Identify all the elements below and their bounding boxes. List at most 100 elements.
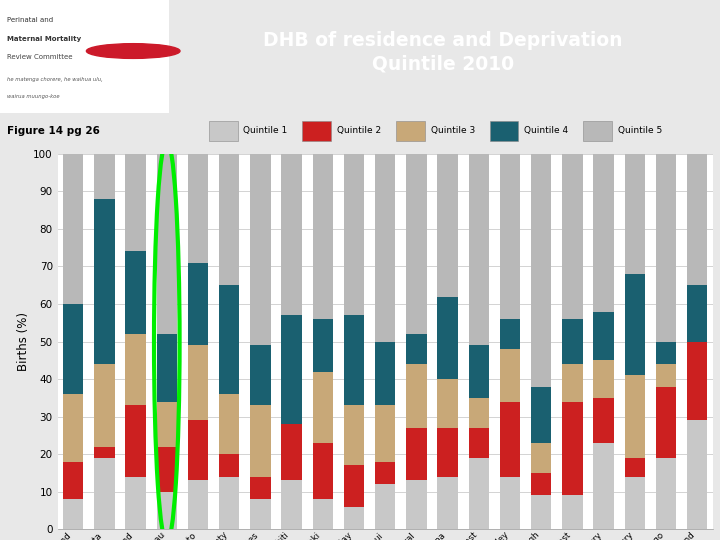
Bar [438,379,458,428]
Bar [157,154,177,334]
Bar [531,154,552,387]
Bar [562,364,582,402]
FancyBboxPatch shape [396,122,425,141]
Bar [406,428,426,481]
Bar [531,443,552,473]
Bar [219,285,239,394]
Bar [438,428,458,477]
Bar [593,312,613,360]
Bar [219,394,239,454]
Bar [188,481,208,529]
Text: wairua muungo-koe: wairua muungo-koe [7,94,60,99]
Bar [188,420,208,481]
Bar [375,342,395,406]
Bar [282,424,302,481]
Text: Quintile 2: Quintile 2 [337,126,381,136]
Bar [188,154,208,263]
Bar [406,154,426,334]
Bar [344,406,364,465]
Bar [469,154,489,345]
Bar [282,154,302,315]
Bar [593,398,613,443]
Bar [282,315,302,424]
Bar [219,477,239,529]
Bar [593,154,613,312]
Text: Quintile 5: Quintile 5 [618,126,662,136]
FancyBboxPatch shape [209,122,238,141]
Bar [562,319,582,364]
Bar [562,402,582,495]
Bar [625,458,645,477]
FancyBboxPatch shape [302,122,331,141]
Bar [157,402,177,447]
Bar [562,495,582,529]
Bar [500,154,520,319]
Bar [188,345,208,420]
Bar [125,406,145,477]
Bar [562,154,582,319]
Text: Quintile 1: Quintile 1 [243,126,287,136]
Bar [188,263,208,345]
Bar [687,342,707,420]
Bar [125,477,145,529]
Bar [500,319,520,349]
FancyBboxPatch shape [583,122,612,141]
Bar [63,394,84,462]
Text: Figure 14 pg 26: Figure 14 pg 26 [7,126,100,136]
Bar [469,428,489,458]
Bar [63,462,84,499]
Bar [656,342,676,364]
Text: Maternal Mortality: Maternal Mortality [7,36,81,42]
Bar [157,491,177,529]
Bar [625,477,645,529]
Circle shape [86,44,180,58]
Bar [312,443,333,499]
Bar [375,484,395,529]
Bar [157,334,177,402]
Bar [375,154,395,342]
Bar [219,454,239,477]
Bar [469,345,489,398]
Bar [94,447,114,458]
Bar [312,372,333,443]
FancyBboxPatch shape [490,122,518,141]
Bar [406,364,426,428]
Text: he matenga chorere, he waihua ulu,: he matenga chorere, he waihua ulu, [7,77,103,82]
Bar [251,477,271,499]
Bar [125,252,145,334]
Bar [469,458,489,529]
Bar [312,319,333,372]
Bar [531,495,552,529]
Bar [94,458,114,529]
Bar [593,443,613,529]
Bar [94,154,114,199]
Bar [344,154,364,315]
Bar [251,406,271,477]
FancyBboxPatch shape [0,0,169,113]
Bar [438,154,458,296]
Bar [251,499,271,529]
Text: Perinatal and: Perinatal and [7,17,53,23]
Bar [625,154,645,274]
Bar [625,274,645,375]
Bar [344,507,364,529]
Bar [500,402,520,477]
Bar [687,154,707,285]
Bar [687,420,707,529]
Bar [500,349,520,402]
Bar [125,334,145,406]
Bar [406,481,426,529]
Bar [500,477,520,529]
Bar [656,154,676,342]
Bar [63,499,84,529]
Bar [375,406,395,462]
Bar [312,154,333,319]
Text: Review Committee: Review Committee [7,53,73,60]
Bar [656,458,676,529]
Bar [63,154,84,304]
Bar [251,345,271,406]
Y-axis label: Births (%): Births (%) [17,312,30,371]
Bar [94,364,114,447]
Bar [656,364,676,387]
Bar [344,465,364,507]
